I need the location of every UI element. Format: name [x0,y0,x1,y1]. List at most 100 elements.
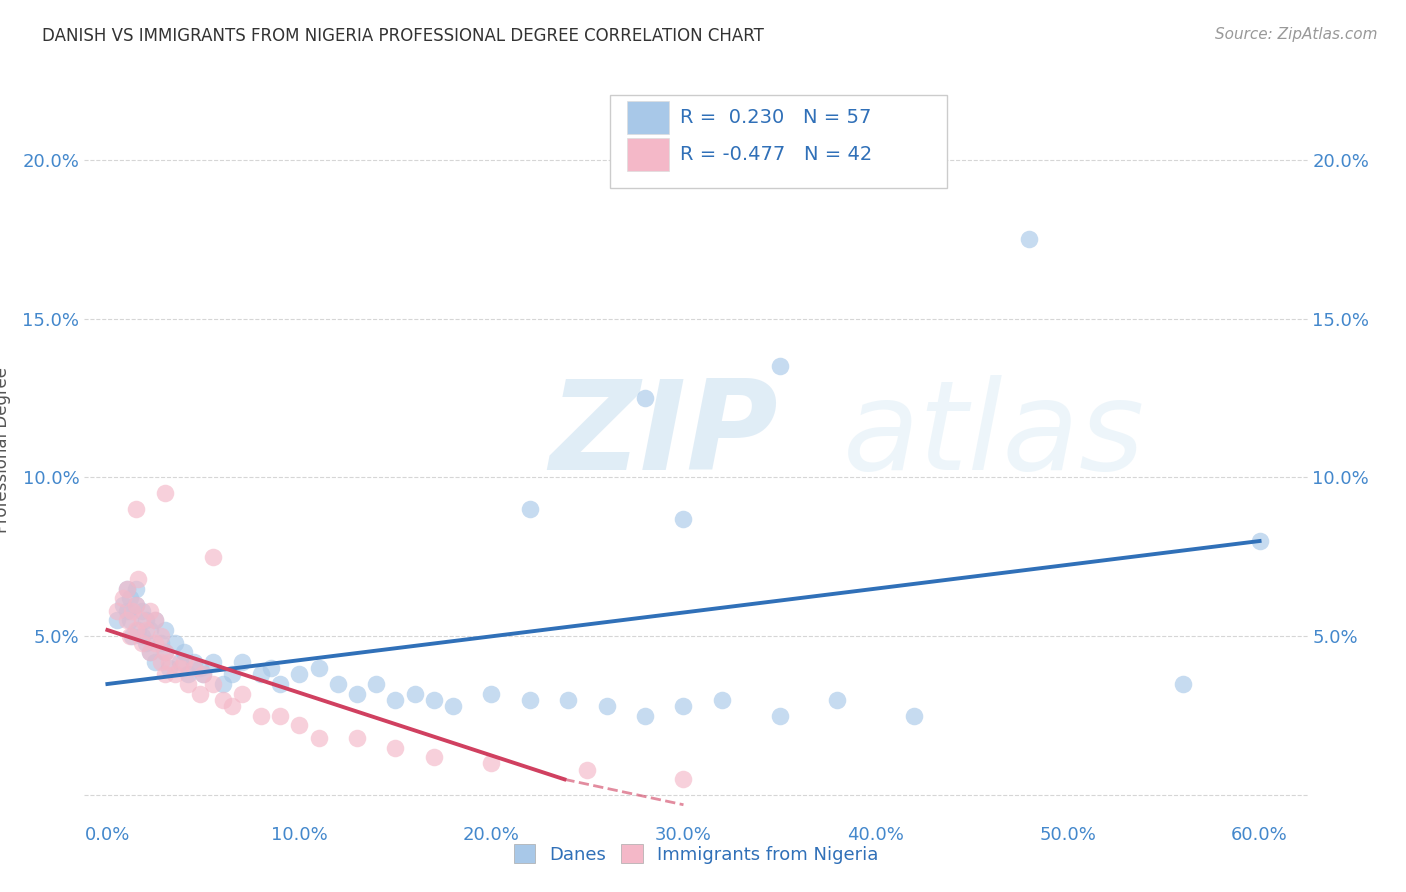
Point [125,623,148,637]
Point [288,718,311,732]
Point [169,661,191,675]
Point [519,502,541,516]
Point [150,629,173,643]
Point [903,708,925,723]
Point [111,591,134,606]
Point [173,655,195,669]
Point [231,655,253,669]
Point [111,598,134,612]
Point [308,731,330,745]
Point [145,636,167,650]
FancyBboxPatch shape [627,138,669,170]
Text: atlas: atlas [842,376,1144,496]
Point [138,645,160,659]
Point [138,645,160,659]
Text: Source: ZipAtlas.com: Source: ZipAtlas.com [1215,27,1378,42]
Point [634,708,657,723]
Point [145,614,167,628]
Point [121,629,143,643]
Point [1018,232,1040,246]
Point [1171,677,1194,691]
Point [211,677,233,691]
Point [145,655,167,669]
Point [259,661,281,675]
Point [202,655,225,669]
Point [125,598,148,612]
Point [153,623,176,637]
Point [177,667,200,681]
Point [131,636,153,650]
Point [825,693,848,707]
Point [153,645,176,659]
Point [423,693,446,707]
Text: DANISH VS IMMIGRANTS FROM NIGERIA PROFESSIONAL DEGREE CORRELATION CHART: DANISH VS IMMIGRANTS FROM NIGERIA PROFES… [42,27,763,45]
Point [384,740,406,755]
Point [326,677,349,691]
Point [366,677,388,691]
Point [768,708,790,723]
Point [231,687,253,701]
Point [157,661,180,675]
Point [115,604,138,618]
Point [138,604,160,618]
Point [150,636,173,650]
Point [188,661,211,675]
Point [115,582,138,596]
Point [120,591,142,606]
Point [153,486,176,500]
Point [115,614,138,628]
Point [211,693,233,707]
Point [221,667,243,681]
Point [173,645,195,659]
Point [131,614,153,628]
Point [131,629,153,643]
Point [1249,534,1271,549]
Point [135,623,157,637]
Legend: Danes, Immigrants from Nigeria: Danes, Immigrants from Nigeria [506,837,886,871]
Text: R = -0.477   N = 42: R = -0.477 N = 42 [681,145,872,164]
Point [127,572,149,586]
Point [710,693,733,707]
Point [441,699,464,714]
Point [634,391,657,405]
Point [193,667,215,681]
Point [121,604,143,618]
Point [672,772,695,787]
Text: ZIP: ZIP [550,376,778,496]
Point [135,614,157,628]
Point [177,677,200,691]
Point [672,512,695,526]
Point [135,636,157,650]
Point [346,687,368,701]
Point [308,661,330,675]
Point [221,699,243,714]
FancyBboxPatch shape [627,101,669,134]
Point [127,623,149,637]
Text: R =  0.230   N = 57: R = 0.230 N = 57 [681,108,872,127]
Point [145,614,167,628]
Point [481,756,503,771]
Point [153,645,176,659]
Point [153,667,176,681]
Point [576,763,599,777]
FancyBboxPatch shape [610,95,946,187]
Point [138,623,160,637]
Point [169,655,191,669]
Point [269,677,291,691]
Point [131,604,153,618]
Point [193,667,215,681]
Point [183,655,205,669]
Point [105,614,128,628]
Point [672,699,695,714]
Point [163,636,186,650]
Point [557,693,579,707]
Y-axis label: Professional Degree: Professional Degree [0,368,11,533]
Point [105,604,128,618]
Point [595,699,617,714]
Point [346,731,368,745]
Point [202,549,225,564]
Point [404,687,426,701]
Point [125,598,148,612]
Point [384,693,406,707]
Point [519,693,541,707]
